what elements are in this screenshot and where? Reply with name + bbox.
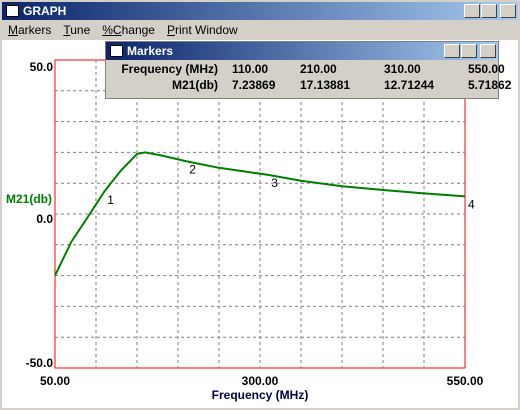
- menu-bar: Markers Tune %Change Print Window: [2, 20, 518, 40]
- table-cell: 310.00: [384, 62, 421, 76]
- table-cell: Frequency (MHz): [121, 62, 218, 76]
- markers-title: Markers: [127, 44, 174, 58]
- line: [54, 151, 466, 277]
- menu-item[interactable]: %Change: [102, 23, 155, 37]
- table-cell: 210.00: [300, 62, 337, 76]
- y-tick-label: 50.0: [30, 60, 54, 74]
- x-tick-label: 300.00: [242, 374, 279, 388]
- marker-label: 2: [189, 162, 196, 176]
- table-cell: 12.71244: [384, 78, 435, 92]
- x-tick-label: 550.00: [447, 374, 484, 388]
- y-axis-label: M21(db): [6, 192, 52, 206]
- y-tick-label: -50.0: [26, 356, 54, 370]
- menu-item[interactable]: Markers: [8, 23, 52, 37]
- table-cell: 5.71862: [468, 78, 512, 92]
- y-tick-label: 0.0: [36, 212, 53, 226]
- max-btn[interactable]: [461, 44, 477, 58]
- title-bar: Markers: [106, 42, 498, 60]
- marker-label: 4: [468, 198, 475, 212]
- x-tick-label: 50.00: [40, 374, 70, 388]
- markers-window: Markers Frequency (MHz) 110.00 210.00 310.0…: [105, 41, 511, 99]
- title-bar: GRAPH: [2, 2, 518, 20]
- close-btn[interactable]: [500, 4, 516, 18]
- max-btn[interactable]: [481, 4, 497, 18]
- menu-item[interactable]: Print Window: [166, 23, 238, 37]
- table-cell: 17.13881: [300, 78, 351, 92]
- table-cell: 550.00: [468, 62, 505, 76]
- min-btn[interactable]: [444, 44, 460, 58]
- table-cell: 110.00: [232, 62, 269, 76]
- close-btn[interactable]: [480, 44, 496, 58]
- table-cell: M21(db): [172, 78, 218, 92]
- table-cell: 7.23869: [232, 78, 276, 92]
- min-btn[interactable]: [464, 4, 480, 18]
- window-title: GRAPH: [23, 4, 67, 18]
- markers-table: Frequency (MHz) 110.00 210.00 310.00 550.00 M…: [106, 60, 511, 94]
- menu-item[interactable]: Tune: [63, 23, 91, 37]
- marker-label: 3: [271, 176, 278, 190]
- x-axis-label: Frequency (MHz): [212, 388, 309, 402]
- marker-label: 1: [107, 193, 114, 207]
